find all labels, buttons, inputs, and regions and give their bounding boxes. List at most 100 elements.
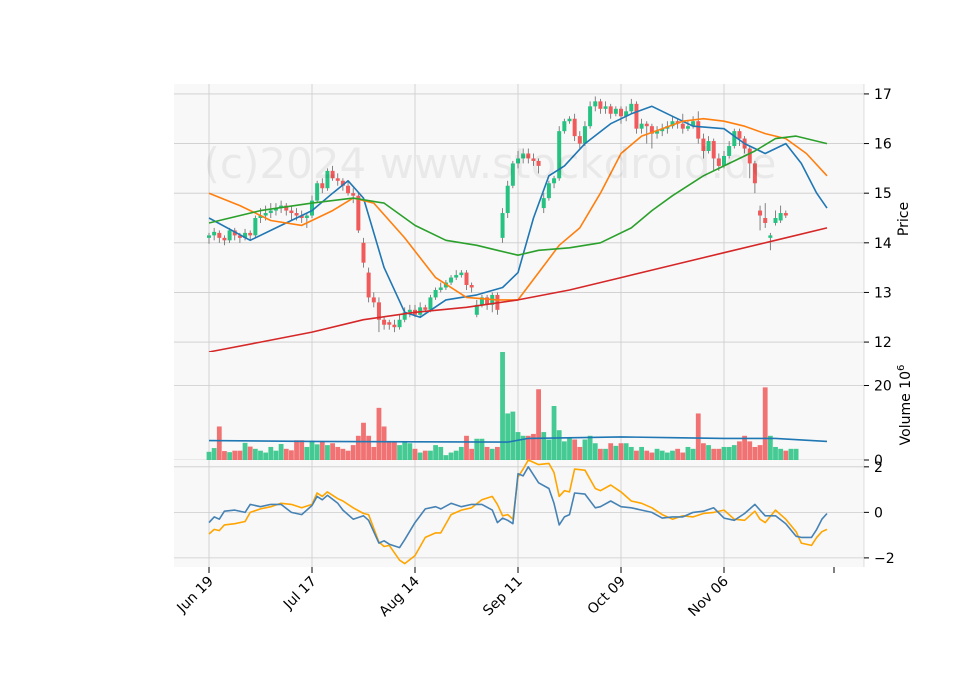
candle-body — [598, 101, 603, 109]
candle-body — [387, 322, 392, 325]
candle-body — [691, 121, 696, 127]
candle-body — [546, 183, 551, 199]
price-ytick-label: 13 — [874, 285, 892, 301]
candle-body — [382, 319, 387, 325]
volume-bar — [695, 413, 701, 460]
candle-body — [732, 131, 737, 147]
volume-bar — [464, 435, 469, 460]
candle-body — [567, 118, 572, 122]
volume-bar — [726, 446, 732, 460]
volume-panel: 0 20 Volume 106 — [174, 352, 914, 469]
candle-body — [552, 178, 557, 184]
candle-body — [232, 230, 237, 236]
candle-body — [217, 232, 222, 238]
candle-body — [366, 272, 371, 298]
candle-body — [433, 289, 438, 298]
price-panel-background — [174, 84, 864, 352]
volume-bar — [773, 446, 778, 460]
candle-body — [428, 297, 433, 310]
candle-body — [603, 106, 608, 109]
candle-body — [207, 235, 211, 238]
volume-bar — [412, 448, 418, 460]
candle-body — [423, 307, 428, 310]
volume-bar — [546, 439, 552, 460]
candle-body — [711, 141, 716, 159]
volume-bar — [505, 413, 511, 460]
volume-bar — [510, 411, 516, 460]
volume-bar — [515, 432, 521, 460]
candle-body — [500, 213, 505, 238]
volume-bar — [500, 352, 505, 460]
price-ytick-label: 12 — [874, 335, 892, 351]
candle-body — [227, 230, 232, 241]
volume-bar — [788, 448, 794, 460]
volume-bar — [242, 442, 248, 460]
candle-body — [273, 208, 278, 211]
candle-body — [407, 309, 412, 313]
candle-body — [758, 210, 763, 216]
candle-body — [330, 170, 335, 179]
oscillator-panel-background — [174, 460, 864, 567]
volume-bar — [448, 452, 454, 460]
candle-body — [685, 126, 690, 129]
candle-body — [346, 185, 351, 194]
volume-bar — [737, 441, 742, 460]
volume-bar — [561, 441, 567, 460]
candle-body — [454, 275, 459, 278]
candle-body — [727, 146, 732, 156]
volume-bar — [680, 452, 686, 460]
volume-ytick-label: 0 — [874, 453, 883, 469]
volume-bar — [690, 448, 696, 460]
volume-bar — [278, 443, 284, 460]
candle-body — [474, 304, 479, 315]
volume-bar — [216, 426, 222, 460]
volume-bar — [417, 452, 423, 460]
candle-body — [608, 106, 613, 114]
volume-bar — [598, 448, 603, 460]
volume-bar — [664, 452, 670, 460]
candle-body — [310, 200, 314, 216]
candle-body — [356, 195, 361, 231]
volume-bar — [572, 439, 578, 460]
volume-bar — [397, 445, 402, 460]
volume-bar — [330, 443, 335, 460]
volume-bar — [355, 435, 361, 460]
volume-bar — [623, 443, 629, 460]
volume-bar — [520, 435, 526, 460]
candle-body — [722, 155, 726, 166]
candle-body — [562, 121, 567, 132]
volume-bar — [443, 455, 449, 460]
volume-bar — [484, 446, 490, 460]
volume-bar — [222, 451, 227, 460]
price-ytick-label: 17 — [874, 87, 892, 103]
volume-bar — [639, 446, 644, 460]
volume-bar — [299, 440, 305, 460]
volume-bar — [376, 407, 382, 460]
candle-body — [258, 215, 263, 218]
volume-bar — [675, 448, 681, 460]
volume-bar — [402, 441, 408, 460]
volume-bar — [531, 433, 536, 460]
osc_b-line — [208, 465, 828, 549]
volume-axis-label: Volume 106 — [896, 365, 914, 446]
volume-bar — [778, 448, 784, 460]
volume-bar — [489, 448, 495, 460]
volume-bar — [407, 443, 413, 460]
price-axis-label: Price — [896, 202, 912, 236]
volume-bar — [783, 450, 789, 460]
candle-body — [335, 178, 340, 181]
volume-bar — [793, 448, 799, 460]
volume-bar — [392, 441, 397, 460]
volume-bar — [587, 435, 593, 460]
candle-body — [670, 121, 675, 127]
volume-bar — [541, 432, 547, 460]
candle-body — [361, 242, 366, 263]
volume-bar — [731, 445, 737, 460]
volume-bar — [659, 450, 665, 460]
candle-body — [299, 215, 304, 218]
candle-body — [763, 218, 768, 223]
volume-bar — [381, 426, 387, 460]
candle-body — [783, 213, 788, 216]
volume-bar — [716, 448, 722, 460]
